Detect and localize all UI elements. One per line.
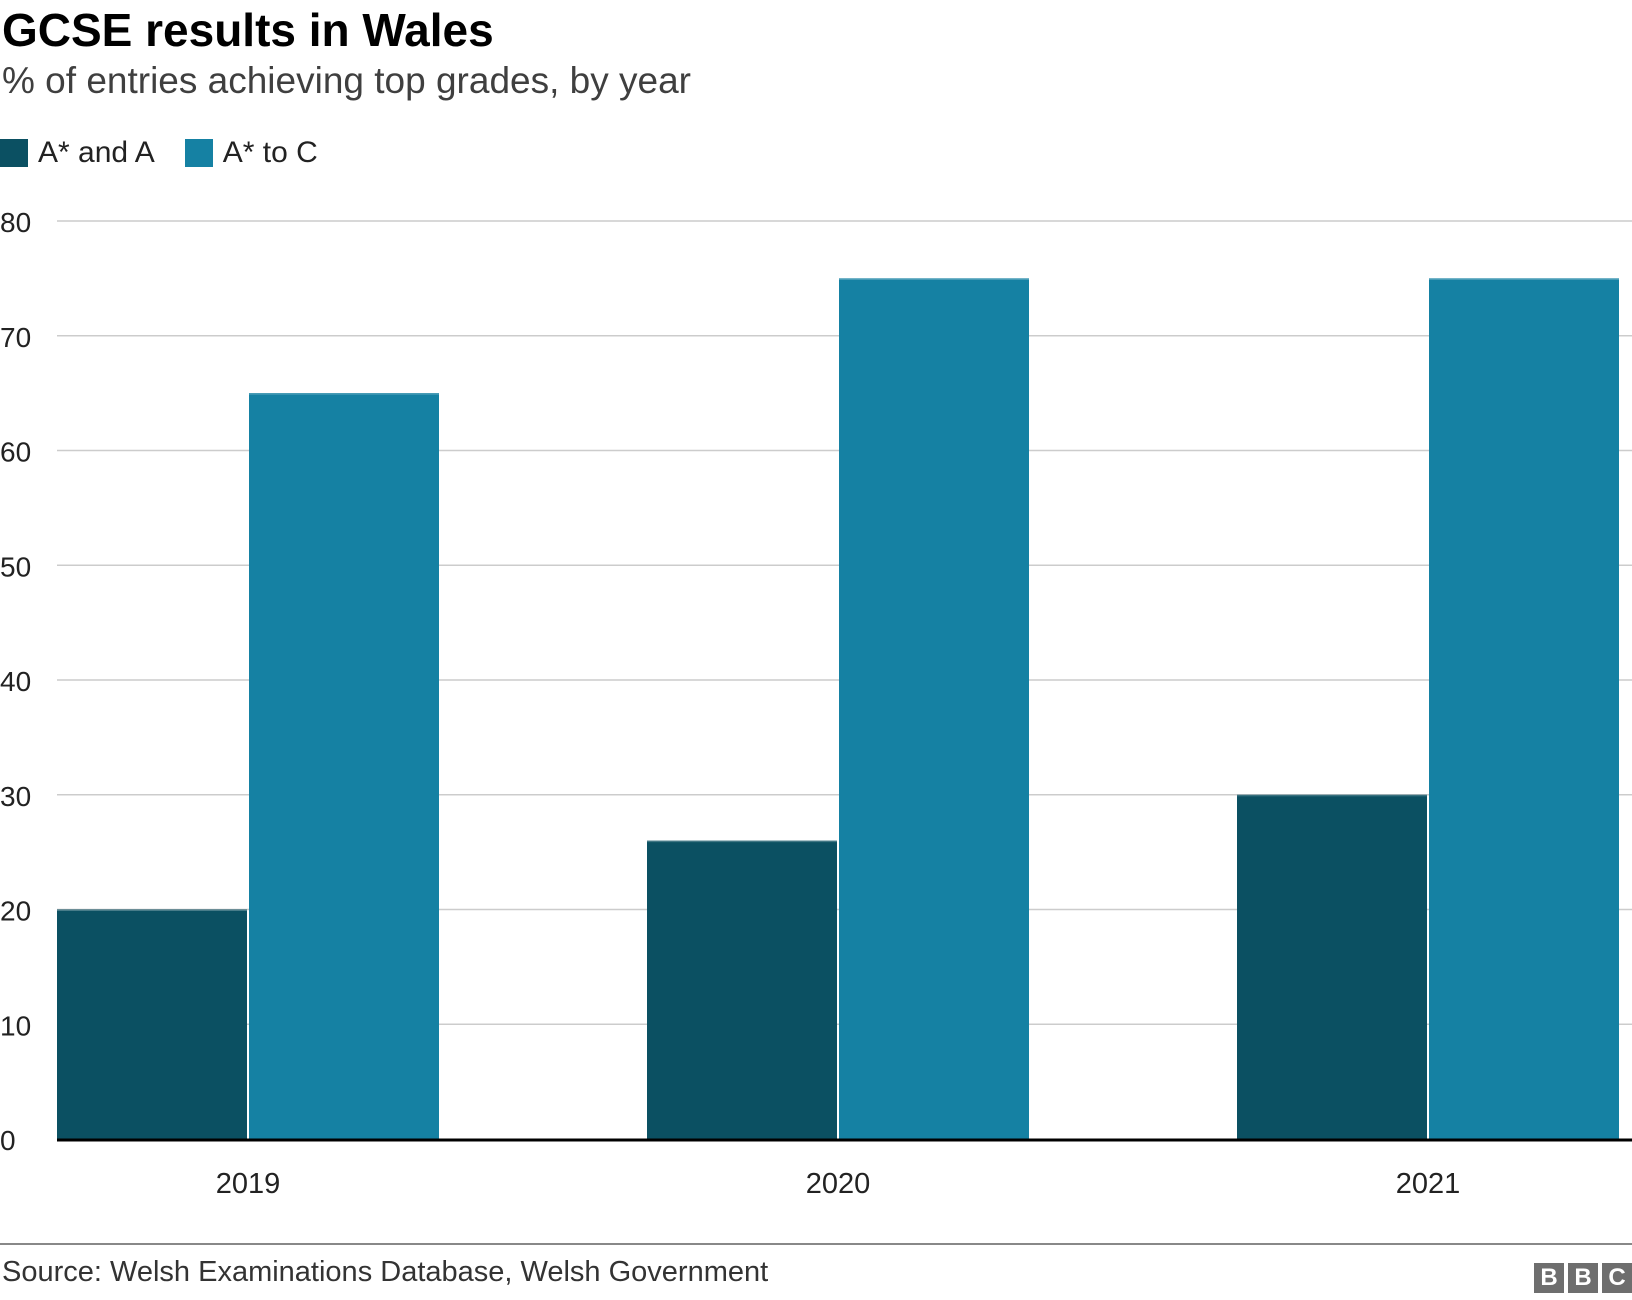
x-tick-label: 2021: [1396, 1168, 1461, 1200]
bar: [249, 393, 439, 1139]
legend-label-a-star-to-c: A* to C: [222, 136, 318, 169]
legend-swatch-a-star-to-c: [184, 139, 213, 167]
y-tick-label: 30: [0, 781, 31, 812]
y-tick-label: 70: [0, 322, 31, 353]
bar: [839, 278, 1029, 1139]
legend-swatch-a-star-and-a: [0, 139, 28, 167]
source-note: Source: Welsh Examinations Database, Wel…: [2, 1256, 769, 1288]
bbc-logo-letter: B: [1534, 1263, 1564, 1293]
bbc-logo-letter: C: [1602, 1263, 1632, 1293]
y-tick-label: 0: [0, 1125, 16, 1156]
legend-label-a-star-and-a: A* and A: [38, 136, 155, 169]
bar: [1237, 794, 1427, 1139]
bar: [1429, 278, 1619, 1139]
bbc-logo: B B C: [1530, 1263, 1632, 1293]
footer-divider: [0, 1243, 1632, 1245]
bbc-logo-letter: B: [1568, 1263, 1598, 1293]
y-tick-label: 20: [0, 896, 31, 927]
chart-subtitle: % of entries achieving top grades, by ye…: [2, 60, 691, 101]
x-tick-label: 2020: [806, 1168, 871, 1200]
bar-chart: 0 10 20 30 40 50 60 70 80 2019 2020 2021: [0, 207, 1632, 1200]
legend-item-a-star-to-c: A* to C: [184, 136, 318, 170]
chart-title: GCSE results in Wales: [2, 4, 494, 56]
y-tick-label: 60: [0, 437, 31, 468]
legend: A* and A A* to C: [0, 136, 348, 170]
legend-item-a-star-and-a: A* and A: [0, 136, 155, 170]
y-tick-label: 40: [0, 666, 31, 697]
y-tick-label: 50: [0, 551, 31, 582]
y-tick-label: 10: [0, 1010, 31, 1041]
bar: [57, 909, 247, 1139]
bar: [647, 840, 837, 1139]
x-tick-label: 2019: [216, 1168, 281, 1200]
y-tick-label: 80: [0, 207, 31, 238]
